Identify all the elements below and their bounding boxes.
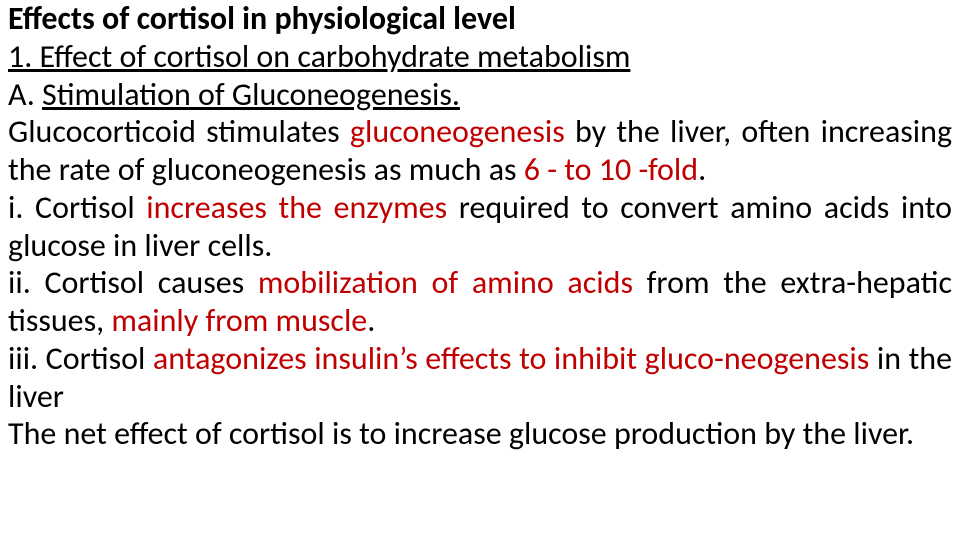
section-heading-a: A. Stimulation of Gluconeogenesis. (8, 76, 952, 114)
paragraph-3: ii. Cortisol causes mobilization of amin… (8, 264, 952, 340)
p4-text-a: iii. Cortisol (8, 339, 153, 378)
section-a-underlined: Stimulation of Gluconeogenesis. (42, 75, 460, 114)
p3-text-a: ii. Cortisol causes (8, 263, 258, 302)
section-heading-1: 1. Effect of cortisol on carbohydrate me… (8, 38, 952, 76)
p2-highlight: increases the enzymes (146, 188, 447, 227)
paragraph-5: The net effect of cortisol is to increas… (8, 415, 952, 453)
p1-text-c: . (698, 150, 706, 189)
paragraph-1: Glucocorticoid stimulates gluconeogenesi… (8, 113, 952, 189)
doc-title: Effects of cortisol in physiological lev… (8, 0, 952, 38)
p2-text-a: i. Cortisol (8, 188, 146, 227)
paragraph-2: i. Cortisol increases the enzymes requir… (8, 189, 952, 265)
p1-highlight-2: 6 - to 10 -fold (524, 150, 698, 189)
p3-highlight-2: mainly from muscle (111, 301, 367, 340)
p3-highlight-1: mobilization of amino acids (258, 263, 647, 302)
document-body: Effects of cortisol in physiological lev… (0, 0, 960, 453)
p3-text-c: . (367, 301, 375, 340)
section-a-prefix: A. (8, 75, 42, 114)
p1-highlight-1: gluconeogenesis (350, 112, 565, 151)
p1-text-a: Glucocorticoid stimulates (8, 112, 350, 151)
paragraph-4: iii. Cortisol antagonizes insulin’s effe… (8, 340, 952, 416)
p4-highlight: antagonizes insulin’s effects to inhibit… (153, 339, 877, 378)
